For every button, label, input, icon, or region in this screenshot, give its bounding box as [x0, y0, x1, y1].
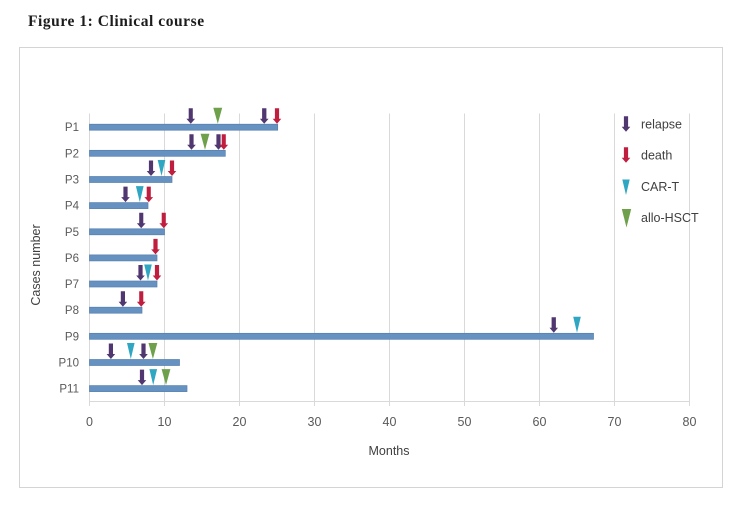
svg-text:P10: P10 — [59, 358, 79, 370]
svg-text:10: 10 — [158, 415, 172, 429]
svg-text:80: 80 — [683, 415, 697, 429]
svg-text:P8: P8 — [65, 305, 79, 317]
svg-text:P6: P6 — [65, 253, 79, 265]
svg-text:P2: P2 — [65, 148, 79, 160]
svg-text:70: 70 — [608, 415, 622, 429]
svg-text:allo-HSCT: allo-HSCT — [641, 211, 699, 225]
svg-text:30: 30 — [308, 415, 322, 429]
svg-text:P4: P4 — [65, 201, 80, 213]
svg-text:P7: P7 — [65, 279, 79, 291]
svg-text:P11: P11 — [59, 384, 79, 396]
svg-text:P9: P9 — [65, 331, 79, 343]
svg-text:P5: P5 — [65, 227, 79, 239]
svg-text:CAR-T: CAR-T — [641, 180, 680, 194]
svg-text:50: 50 — [458, 415, 472, 429]
svg-text:P1: P1 — [65, 122, 79, 134]
svg-text:20: 20 — [233, 415, 247, 429]
svg-text:40: 40 — [383, 415, 397, 429]
svg-text:death: death — [641, 149, 672, 163]
svg-text:relapse: relapse — [641, 118, 682, 132]
svg-text:60: 60 — [533, 415, 547, 429]
svg-text:Months: Months — [369, 444, 410, 458]
svg-text:Cases number: Cases number — [29, 224, 43, 305]
svg-text:P3: P3 — [65, 175, 79, 187]
svg-text:0: 0 — [86, 415, 93, 429]
